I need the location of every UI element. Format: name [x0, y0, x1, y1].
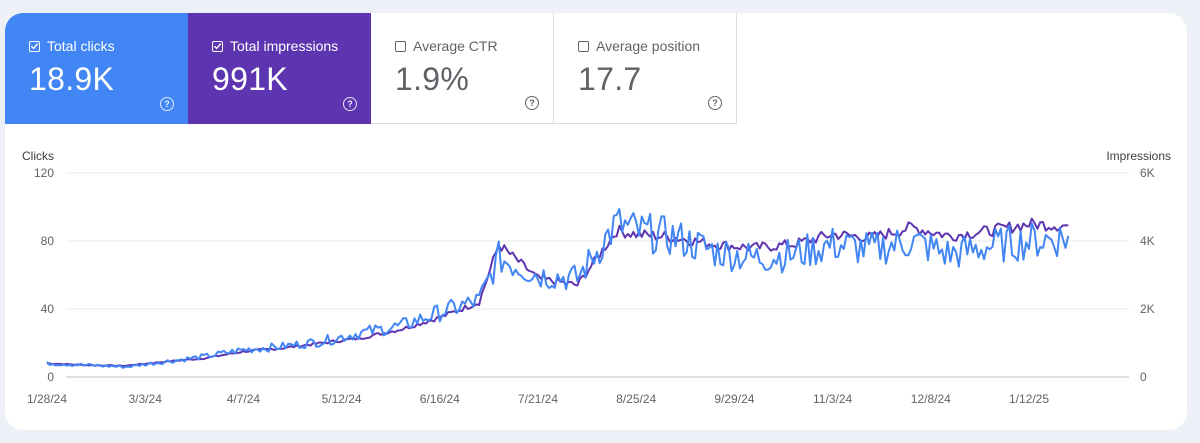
left-axis-title: Clicks — [22, 149, 54, 163]
right-tick-label: 4K — [1140, 234, 1155, 248]
metric-label: Total clicks — [47, 38, 115, 54]
metric-average-ctr[interactable]: Average CTR 1.9% ? — [371, 13, 554, 124]
metric-tabs: Total clicks 18.9K ? Total impressions 9… — [5, 13, 737, 124]
metric-total-impressions[interactable]: Total impressions 991K ? — [188, 13, 371, 124]
checkbox-unchecked-icon[interactable] — [578, 40, 589, 52]
right-tick-label: 6K — [1140, 166, 1155, 180]
x-axis-ticks: 1/28/24 3/3/24 4/7/24 5/12/24 6/16/24 7/21/24… — [27, 392, 1049, 406]
metric-value: 991K — [212, 61, 288, 97]
x-tick-label: 11/3/24 — [813, 392, 852, 406]
checkbox-checked-icon[interactable] — [212, 40, 223, 52]
x-tick-label: 9/29/24 — [714, 392, 754, 406]
metric-value: 17.7 — [578, 61, 642, 97]
metric-value: 1.9% — [395, 61, 470, 97]
x-tick-label: 4/7/24 — [227, 392, 261, 406]
chart-gridlines — [66, 172, 1129, 378]
performance-chart: Clicks Impressions 0 40 80 120 0 2K 4K 6K 1/28… — [22, 149, 1171, 406]
x-tick-label: 1/12/25 — [1009, 392, 1049, 406]
chart-series — [46, 208, 1070, 369]
metric-label: Average position — [596, 38, 701, 54]
x-tick-label: 6/16/24 — [420, 392, 460, 406]
help-icon[interactable]: ? — [343, 97, 357, 111]
right-tick-label: 0 — [1140, 370, 1147, 384]
help-icon[interactable]: ? — [160, 97, 174, 111]
help-icon[interactable]: ? — [525, 96, 539, 110]
performance-card: Total clicks 18.9K ? Total impressions 9… — [5, 13, 1187, 430]
left-tick-label: 40 — [41, 302, 55, 316]
metric-label: Average CTR — [413, 38, 498, 54]
left-tick-label: 0 — [47, 370, 54, 384]
x-tick-label: 12/8/24 — [911, 392, 951, 406]
metric-total-clicks[interactable]: Total clicks 18.9K ? — [5, 13, 188, 124]
metric-average-position[interactable]: Average position 17.7 ? — [554, 13, 737, 124]
checkbox-unchecked-icon[interactable] — [395, 40, 406, 52]
x-tick-label: 3/3/24 — [129, 392, 163, 406]
right-tick-label: 2K — [1140, 302, 1155, 316]
x-tick-label: 7/21/24 — [518, 392, 558, 406]
metric-label: Total impressions — [230, 38, 339, 54]
clicks-series-line — [46, 208, 1070, 369]
checkbox-checked-icon[interactable] — [29, 40, 40, 52]
left-axis-ticks: 0 40 80 120 — [34, 166, 54, 384]
help-icon[interactable]: ? — [708, 96, 722, 110]
left-tick-label: 120 — [34, 166, 54, 180]
right-axis-ticks: 0 2K 4K 6K — [1140, 166, 1155, 384]
left-tick-label: 80 — [41, 234, 55, 248]
right-axis-title: Impressions — [1106, 149, 1171, 163]
metric-value: 18.9K — [29, 61, 115, 97]
x-tick-label: 5/12/24 — [322, 392, 362, 406]
x-tick-label: 1/28/24 — [27, 392, 67, 406]
x-tick-label: 8/25/24 — [616, 392, 656, 406]
